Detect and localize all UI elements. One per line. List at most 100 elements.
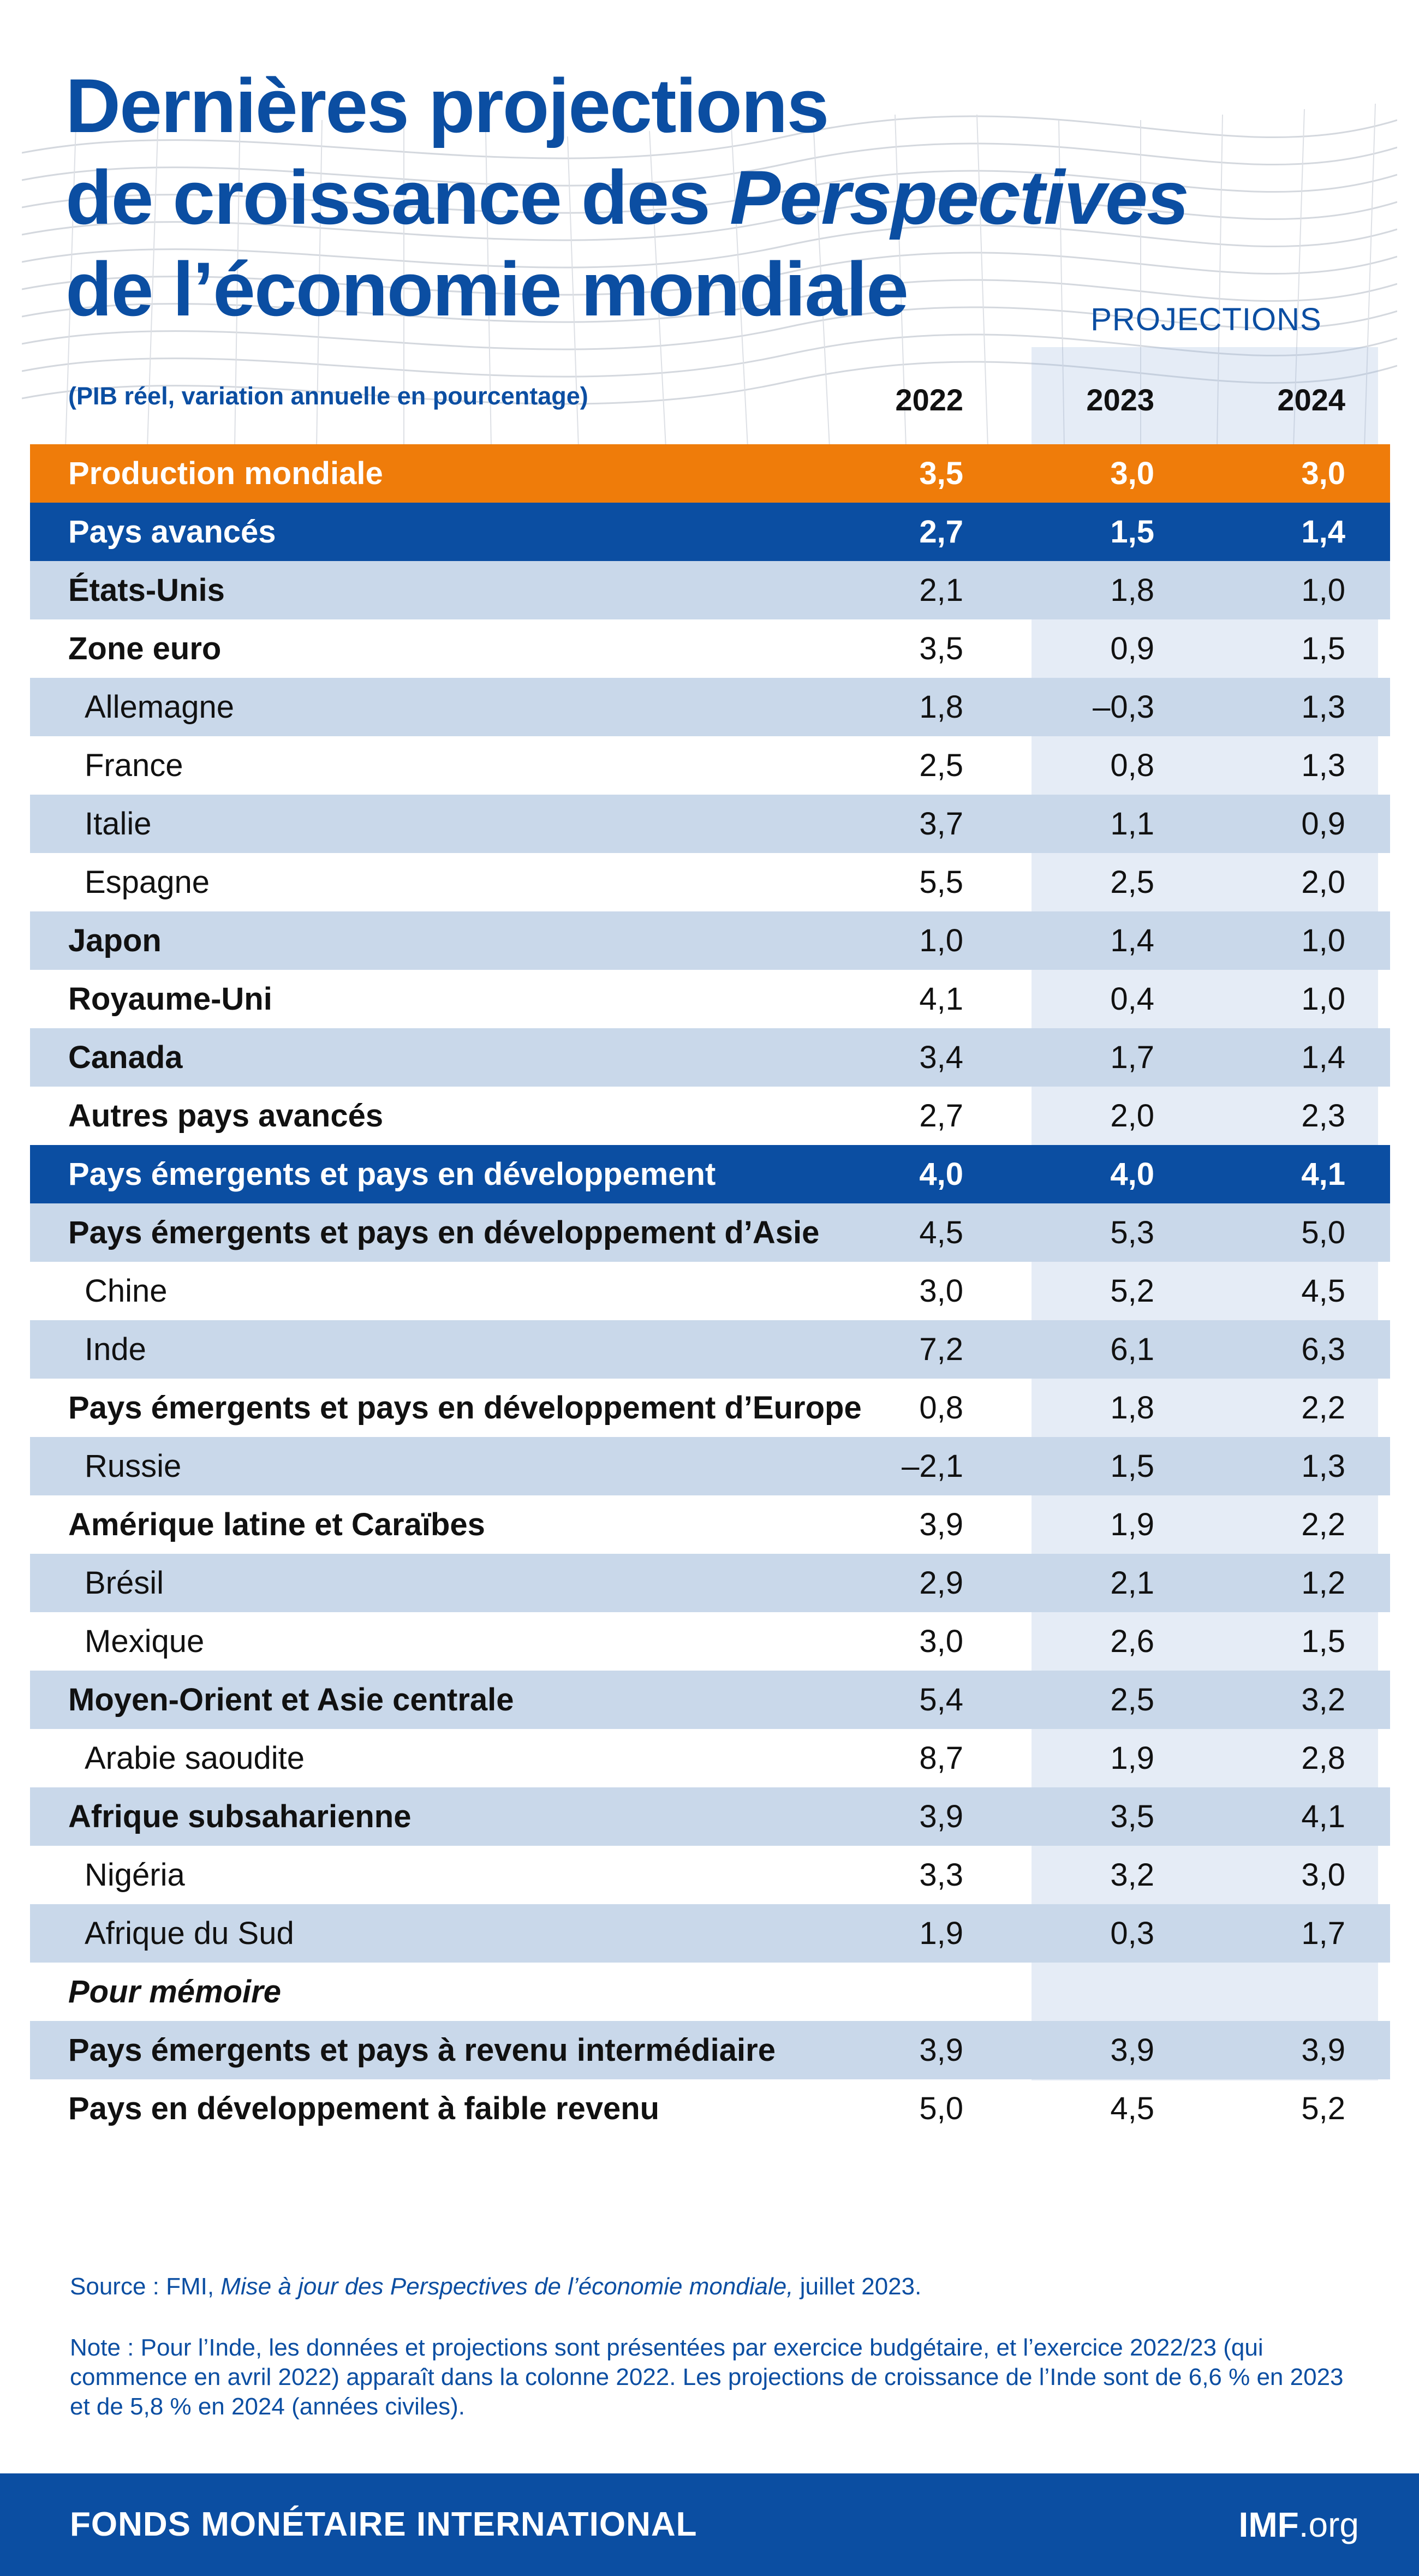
cell-2024: 2,2 — [1301, 1390, 1345, 1426]
table-row: Inde 7,2 6,1 6,3 — [30, 1320, 1390, 1379]
table-row: Espagne 5,5 2,5 2,0 — [30, 853, 1390, 911]
row-label: Italie — [85, 806, 152, 842]
cell-2024: 2,8 — [1301, 1740, 1345, 1776]
cell-2022: 0,8 — [919, 1390, 963, 1426]
cell-2022: 2,9 — [919, 1565, 963, 1601]
cell-2022: 2,5 — [919, 748, 963, 783]
source-prefix: Source : FMI, — [70, 2273, 221, 2300]
table-row: Amérique latine et Caraïbes 3,9 1,9 2,2 — [30, 1495, 1390, 1554]
cell-2023: 1,8 — [1110, 573, 1154, 608]
row-label: Mexique — [85, 1624, 205, 1659]
row-label: Pour mémoire — [68, 1974, 281, 2009]
cell-2023: 0,8 — [1110, 748, 1154, 783]
cell-2022: 3,4 — [919, 1040, 963, 1075]
cell-2022: 4,5 — [919, 1215, 963, 1250]
row-label: Inde — [85, 1332, 146, 1367]
cell-2022: 3,5 — [919, 456, 963, 491]
row-label: Afrique du Sud — [85, 1916, 294, 1951]
column-header-2023: 2023 — [1086, 383, 1154, 417]
cell-2023: 4,5 — [1110, 2091, 1154, 2126]
row-label: Pays avancés — [68, 514, 276, 550]
cell-2023: 2,5 — [1110, 1682, 1154, 1718]
cell-2023: 0,4 — [1110, 981, 1154, 1017]
projections-label: PROJECTIONS — [1090, 302, 1322, 337]
cell-2024: 1,3 — [1301, 748, 1345, 783]
title-line-2: de croissance des Perspectives — [65, 152, 1375, 243]
page-title: Dernières projections de croissance des … — [65, 60, 1375, 335]
cell-2022: 8,7 — [919, 1740, 963, 1776]
footer-website-link[interactable]: IMF.org — [1239, 2473, 1359, 2576]
cell-2023: 1,5 — [1110, 514, 1154, 550]
cell-2024: 1,3 — [1301, 1448, 1345, 1484]
table-row: États-Unis 2,1 1,8 1,0 — [30, 561, 1390, 619]
cell-2023: 3,0 — [1110, 456, 1154, 491]
row-label: Pays émergents et pays en développement — [68, 1156, 716, 1192]
table-row: Chine 3,0 5,2 4,5 — [30, 1262, 1390, 1320]
cell-2024: 1,0 — [1301, 923, 1345, 958]
cell-2023: 5,2 — [1110, 1273, 1154, 1309]
row-label: Pays émergents et pays en développement … — [68, 1390, 862, 1426]
cell-2024: 1,4 — [1301, 514, 1345, 550]
subtitle: (PIB réel, variation annuelle en pourcen… — [68, 382, 588, 410]
cell-2024: 5,0 — [1301, 1215, 1345, 1250]
cell-2022: 2,7 — [919, 514, 963, 550]
cell-2024: 1,0 — [1301, 981, 1345, 1017]
cell-2023: 0,3 — [1110, 1916, 1154, 1951]
cell-2023: 0,9 — [1110, 631, 1154, 666]
cell-2024: 1,7 — [1301, 1916, 1345, 1951]
cell-2024: 2,0 — [1301, 864, 1345, 900]
row-label: Espagne — [85, 864, 210, 900]
row-label: Autres pays avancés — [68, 1098, 384, 1134]
cell-2023: 6,1 — [1110, 1332, 1154, 1367]
cell-2024: 4,1 — [1301, 1799, 1345, 1834]
footer-site-rest: .org — [1298, 2505, 1359, 2544]
cell-2024: 6,3 — [1301, 1332, 1345, 1367]
row-label: Pays émergents et pays à revenu interméd… — [68, 2032, 776, 2068]
cell-2024: 4,5 — [1301, 1273, 1345, 1309]
table-row: Pays en développement à faible revenu 5,0… — [30, 2079, 1390, 2138]
row-label: Pays émergents et pays en développement … — [68, 1215, 820, 1250]
table-row: Nigéria 3,3 3,2 3,0 — [30, 1846, 1390, 1904]
cell-2022: 5,4 — [919, 1682, 963, 1718]
cell-2024: 4,1 — [1301, 1156, 1345, 1192]
row-label: Arabie saoudite — [85, 1740, 305, 1776]
cell-2023: 2,1 — [1110, 1565, 1154, 1601]
table-row: Royaume-Uni 4,1 0,4 1,0 — [30, 970, 1390, 1028]
table-row: Pays avancés 2,7 1,5 1,4 — [30, 503, 1390, 561]
table-row: Canada 3,4 1,7 1,4 — [30, 1028, 1390, 1087]
wave-mesh-background — [22, 103, 1397, 448]
cell-2022: 3,5 — [919, 631, 963, 666]
row-label: Royaume-Uni — [68, 981, 272, 1017]
cell-2022: –2,1 — [902, 1448, 963, 1484]
cell-2023: 1,8 — [1110, 1390, 1154, 1426]
table-row: Pour mémoire — [30, 1963, 1390, 2021]
row-label: Russie — [85, 1448, 182, 1484]
row-label: Japon — [68, 923, 162, 958]
cell-2022: 3,3 — [919, 1857, 963, 1893]
table-row: Pays émergents et pays en développement … — [30, 1203, 1390, 1262]
cell-2024: 2,2 — [1301, 1507, 1345, 1542]
row-label: France — [85, 748, 183, 783]
cell-2024: 1,4 — [1301, 1040, 1345, 1075]
cell-2024: 1,5 — [1301, 631, 1345, 666]
cell-2022: 3,0 — [919, 1273, 963, 1309]
cell-2023: 1,5 — [1110, 1448, 1154, 1484]
cell-2022: 3,9 — [919, 2032, 963, 2068]
footer-org-name: FONDS MONÉTAIRE INTERNATIONAL — [70, 2506, 697, 2543]
cell-2024: 5,2 — [1301, 2091, 1345, 2126]
table-row: Pays émergents et pays en développement 4… — [30, 1145, 1390, 1203]
column-header-2024: 2024 — [1277, 383, 1345, 417]
source-note: Source : FMI, Mise à jour des Perspectiv… — [70, 2273, 1325, 2300]
table-row: Japon 1,0 1,4 1,0 — [30, 911, 1390, 970]
row-label: Production mondiale — [68, 456, 383, 491]
source-title: Mise à jour des Perspectives de l’économ… — [220, 2273, 794, 2300]
cell-2022: 3,7 — [919, 806, 963, 842]
row-label: Zone euro — [68, 631, 222, 666]
title-italic-perspectives: Perspectives — [729, 154, 1189, 240]
table-row: Moyen-Orient et Asie centrale 5,4 2,5 3,2 — [30, 1671, 1390, 1729]
cell-2024: 3,9 — [1301, 2032, 1345, 2068]
cell-2023: –0,3 — [1093, 689, 1154, 725]
row-label: Amérique latine et Caraïbes — [68, 1507, 485, 1542]
title-line-2-text: de croissance des — [65, 154, 730, 240]
